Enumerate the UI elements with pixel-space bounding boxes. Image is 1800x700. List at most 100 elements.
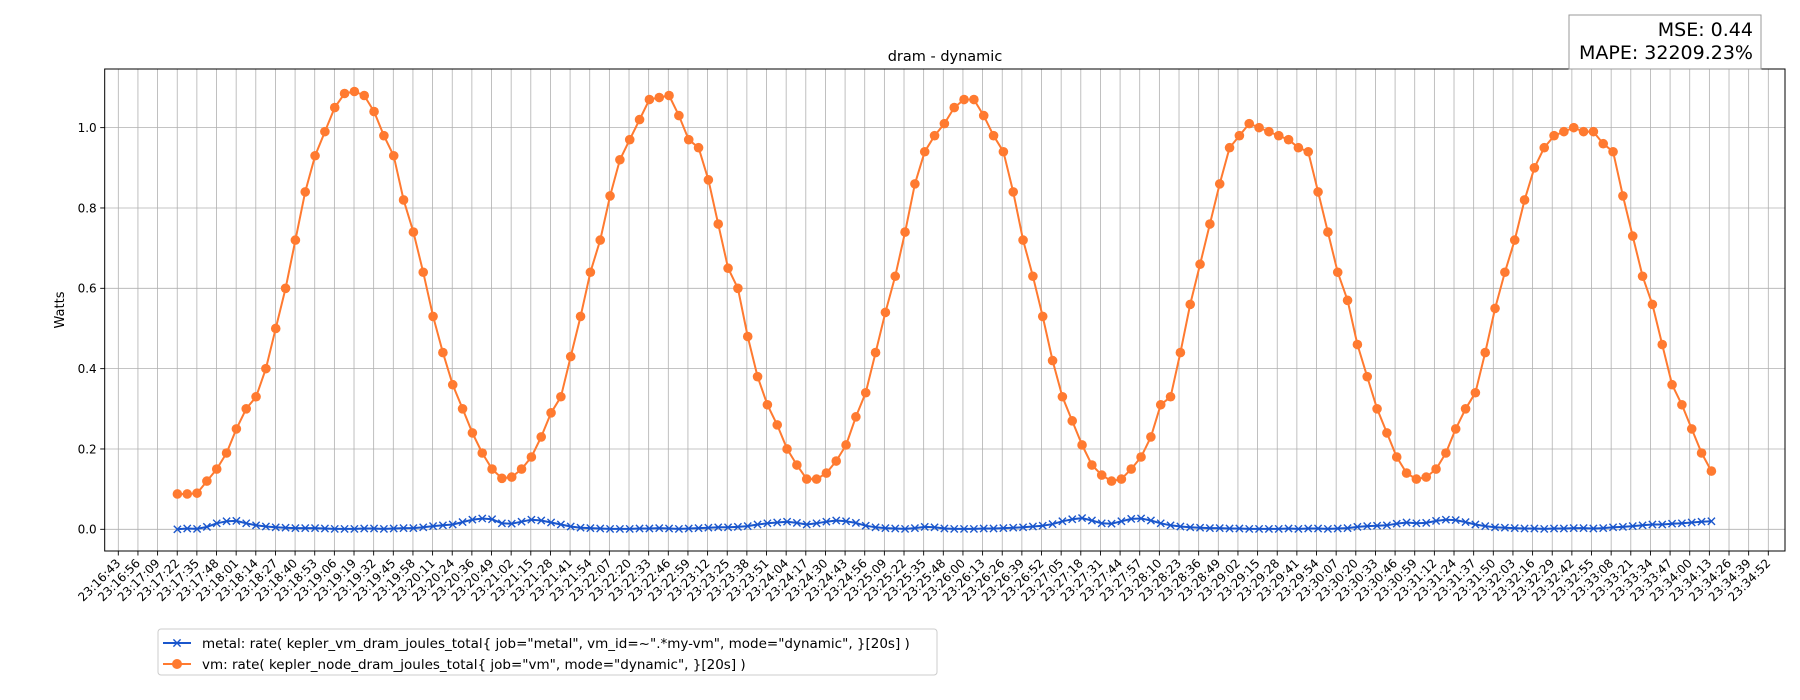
data-point — [1353, 522, 1362, 531]
data-point — [1283, 134, 1294, 145]
axes-frame — [104, 68, 1786, 552]
data-point — [251, 521, 261, 530]
data-point — [1097, 519, 1106, 528]
data-point — [1342, 295, 1353, 306]
data-point — [1628, 522, 1637, 531]
data-point — [1687, 518, 1696, 527]
data-point — [1549, 524, 1559, 533]
data-point — [763, 519, 772, 528]
data-point — [1441, 448, 1451, 458]
data-point — [851, 518, 860, 527]
data-point — [1412, 519, 1421, 528]
data-point — [1686, 424, 1697, 434]
data-point — [1273, 130, 1284, 141]
data-point — [1294, 524, 1303, 534]
data-point — [1500, 267, 1510, 278]
data-point — [654, 92, 665, 103]
data-point — [329, 102, 340, 113]
data-point — [1224, 142, 1235, 153]
data-point — [1460, 404, 1471, 414]
data-point — [615, 524, 624, 534]
data-point — [930, 523, 939, 532]
y-tick-label: 1.0 — [78, 121, 97, 135]
data-point — [172, 489, 183, 499]
data-point — [419, 523, 428, 532]
legend: metal: rate( kepler_vm_dram_joules_total… — [157, 628, 938, 676]
data-point — [1362, 371, 1373, 382]
data-point — [398, 195, 409, 205]
data-point — [596, 524, 605, 533]
data-point — [1539, 142, 1550, 153]
data-point — [753, 520, 762, 529]
data-point — [1391, 452, 1402, 462]
data-point — [1677, 519, 1686, 528]
data-point — [506, 472, 517, 482]
data-point — [1126, 464, 1137, 474]
data-point — [919, 146, 930, 157]
data-point — [1618, 522, 1627, 531]
data-point — [447, 379, 458, 390]
data-point — [969, 94, 979, 105]
data-point — [1500, 523, 1509, 532]
y-axis: 0.0 0.2 0.4 0.6 0.8 1.0 — [78, 121, 105, 537]
data-point — [1166, 521, 1175, 530]
data-point — [880, 307, 891, 318]
data-point — [1490, 523, 1500, 532]
legend-item-vm: vm: rate( kepler_node_dram_joules_total{… — [163, 657, 746, 673]
data-point — [438, 347, 448, 358]
data-point — [1009, 523, 1018, 532]
series-metal — [173, 513, 1716, 534]
data-point — [1186, 523, 1195, 532]
data-point — [291, 524, 300, 533]
data-point — [1107, 519, 1116, 528]
data-point — [860, 387, 871, 398]
data-point — [1235, 524, 1244, 533]
data-point — [1127, 514, 1136, 523]
data-point — [1155, 399, 1166, 410]
data-point — [1008, 187, 1019, 197]
data-point — [792, 460, 802, 470]
data-point — [349, 86, 360, 97]
data-point — [330, 524, 339, 534]
data-point — [1441, 515, 1450, 524]
mape-value: MAPE: 32209.23% — [1579, 42, 1753, 64]
data-point — [1225, 524, 1234, 533]
data-point — [989, 524, 998, 533]
data-point — [1697, 517, 1706, 526]
data-point — [1509, 235, 1520, 245]
data-point — [537, 516, 546, 525]
data-point — [890, 271, 901, 282]
data-point — [812, 519, 821, 528]
data-point — [664, 90, 674, 101]
data-point — [536, 432, 547, 442]
data-point — [1274, 524, 1283, 534]
data-point — [173, 525, 182, 534]
data-point — [221, 448, 232, 458]
data-point — [1431, 516, 1441, 525]
data-point — [1176, 522, 1185, 531]
data-point — [1136, 514, 1146, 523]
data-point — [1677, 399, 1687, 410]
data-point — [1195, 523, 1205, 532]
data-point — [802, 520, 811, 529]
data-point — [1254, 524, 1264, 534]
data-point — [1323, 524, 1332, 534]
data-point — [645, 524, 654, 533]
legend-item-metal: metal: rate( kepler_vm_dram_joules_total… — [163, 636, 910, 652]
data-point — [369, 524, 379, 533]
data-point — [467, 428, 478, 438]
data-point — [1411, 474, 1422, 484]
data-point — [891, 524, 900, 533]
data-point — [920, 522, 929, 531]
data-point — [703, 175, 714, 185]
data-point — [1372, 404, 1382, 414]
data-point — [1077, 440, 1087, 450]
data-point — [1519, 195, 1530, 205]
data-point — [1195, 259, 1205, 270]
data-point — [388, 150, 399, 161]
data-point — [733, 283, 743, 294]
data-point — [714, 523, 723, 532]
data-point — [979, 524, 988, 533]
data-point — [1431, 464, 1441, 474]
